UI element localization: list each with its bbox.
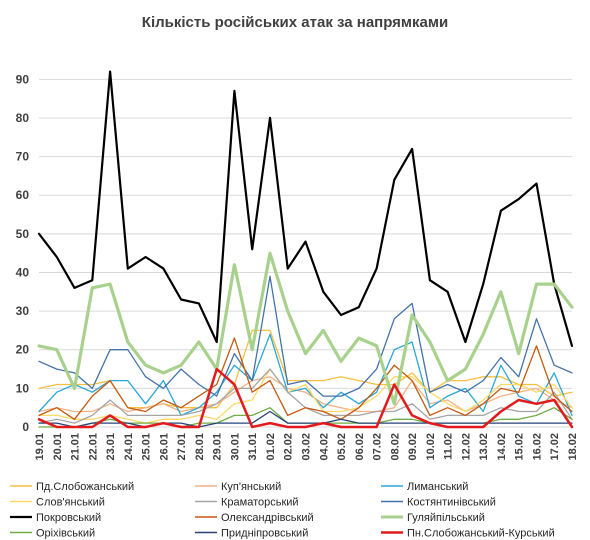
- x-tick-label: 30.01: [229, 433, 241, 461]
- x-tick-label: 21.01: [70, 433, 82, 461]
- x-tick-label: 22.01: [87, 433, 99, 461]
- x-tick-label: 10.02: [425, 433, 437, 461]
- series-line-11: [37, 367, 574, 429]
- legend: Пд.Слобожанський Куп'янський Лиманський Сло…: [10, 481, 555, 540]
- x-tick-label: 14.02: [496, 433, 508, 461]
- series-line-2: [38, 333, 573, 417]
- legend-label: Слов'янський: [36, 497, 105, 509]
- series-line-3: [38, 368, 573, 424]
- legend-label: Оріхівський: [36, 528, 95, 540]
- x-tick-label: 29.01: [212, 433, 224, 461]
- x-tick-label: 08.02: [389, 433, 401, 461]
- x-tick-label: 28.01: [194, 433, 206, 461]
- y-tick-label: 90: [16, 72, 30, 86]
- x-tick-label: 03.02: [301, 433, 313, 461]
- legend-label: Покровський: [36, 512, 101, 524]
- x-tick-label: 27.01: [176, 433, 188, 461]
- x-tick-label: 17.02: [549, 433, 561, 461]
- gridlines: [39, 78, 572, 428]
- x-tick-label: 15.02: [514, 433, 526, 461]
- x-tick-label: 25.01: [141, 433, 153, 461]
- x-tick-label: 13.02: [478, 433, 490, 461]
- x-tick-label: 09.02: [407, 433, 419, 461]
- legend-label: Краматорський: [221, 497, 299, 509]
- y-tick-label: 80: [16, 111, 30, 125]
- x-tick-label: 24.01: [123, 433, 135, 461]
- x-tick-label: 20.01: [52, 433, 64, 461]
- legend-label: Олександрівський: [221, 512, 314, 524]
- x-tick-label: 11.02: [443, 433, 455, 460]
- x-tick-label: 12.02: [460, 433, 472, 461]
- series-lines: [37, 70, 574, 429]
- legend-label: Гуляйпільський: [407, 512, 485, 524]
- legend-label: Пн.Слобожанський-Курський: [407, 528, 555, 540]
- legend-label: Костянтинівський: [407, 497, 496, 509]
- series-line-8: [37, 251, 574, 406]
- y-tick-label: 0: [22, 420, 29, 434]
- x-tick-label: 05.02: [336, 433, 348, 461]
- y-tick-label: 70: [16, 150, 30, 164]
- chart-title: Кількість російських атак за напрямками: [142, 14, 448, 31]
- x-tick-label: 07.02: [372, 433, 384, 461]
- y-tick-label: 50: [16, 227, 30, 241]
- legend-label: Пд.Слобожанський: [36, 481, 134, 493]
- x-tick-label: 02.02: [283, 433, 295, 461]
- x-tick-label: 23.01: [105, 433, 117, 461]
- x-tick-label: 31.01: [247, 433, 259, 461]
- x-tick-label: 19.01: [34, 433, 46, 461]
- y-tick-label: 30: [16, 304, 30, 318]
- series-line-5: [38, 275, 573, 397]
- series-line-10: [38, 410, 573, 428]
- x-tick-label: 18.02: [567, 433, 579, 461]
- series-line-7: [38, 337, 573, 420]
- x-tick-label: 04.02: [318, 433, 330, 461]
- legend-label: Лиманський: [407, 481, 468, 493]
- legend-label: Куп'янський: [221, 481, 281, 493]
- y-axis-ticks: 0 10 20 30 40 50 60 70 80 90: [16, 72, 30, 434]
- x-tick-label: 26.01: [158, 433, 170, 461]
- y-tick-label: 40: [16, 265, 30, 279]
- y-tick-label: 60: [16, 188, 30, 202]
- x-tick-label: 01.02: [265, 433, 277, 461]
- legend-label: Придніпровський: [221, 528, 308, 540]
- y-tick-label: 10: [16, 381, 30, 395]
- series-line-6: [37, 70, 574, 347]
- x-tick-label: 06.02: [354, 433, 366, 461]
- x-tick-label: 16.02: [531, 433, 543, 461]
- y-tick-label: 20: [16, 343, 30, 357]
- x-axis-ticks: 19.01 20.01 21.01 22.01 23.01 24.01 25.01 26.01…: [34, 433, 579, 461]
